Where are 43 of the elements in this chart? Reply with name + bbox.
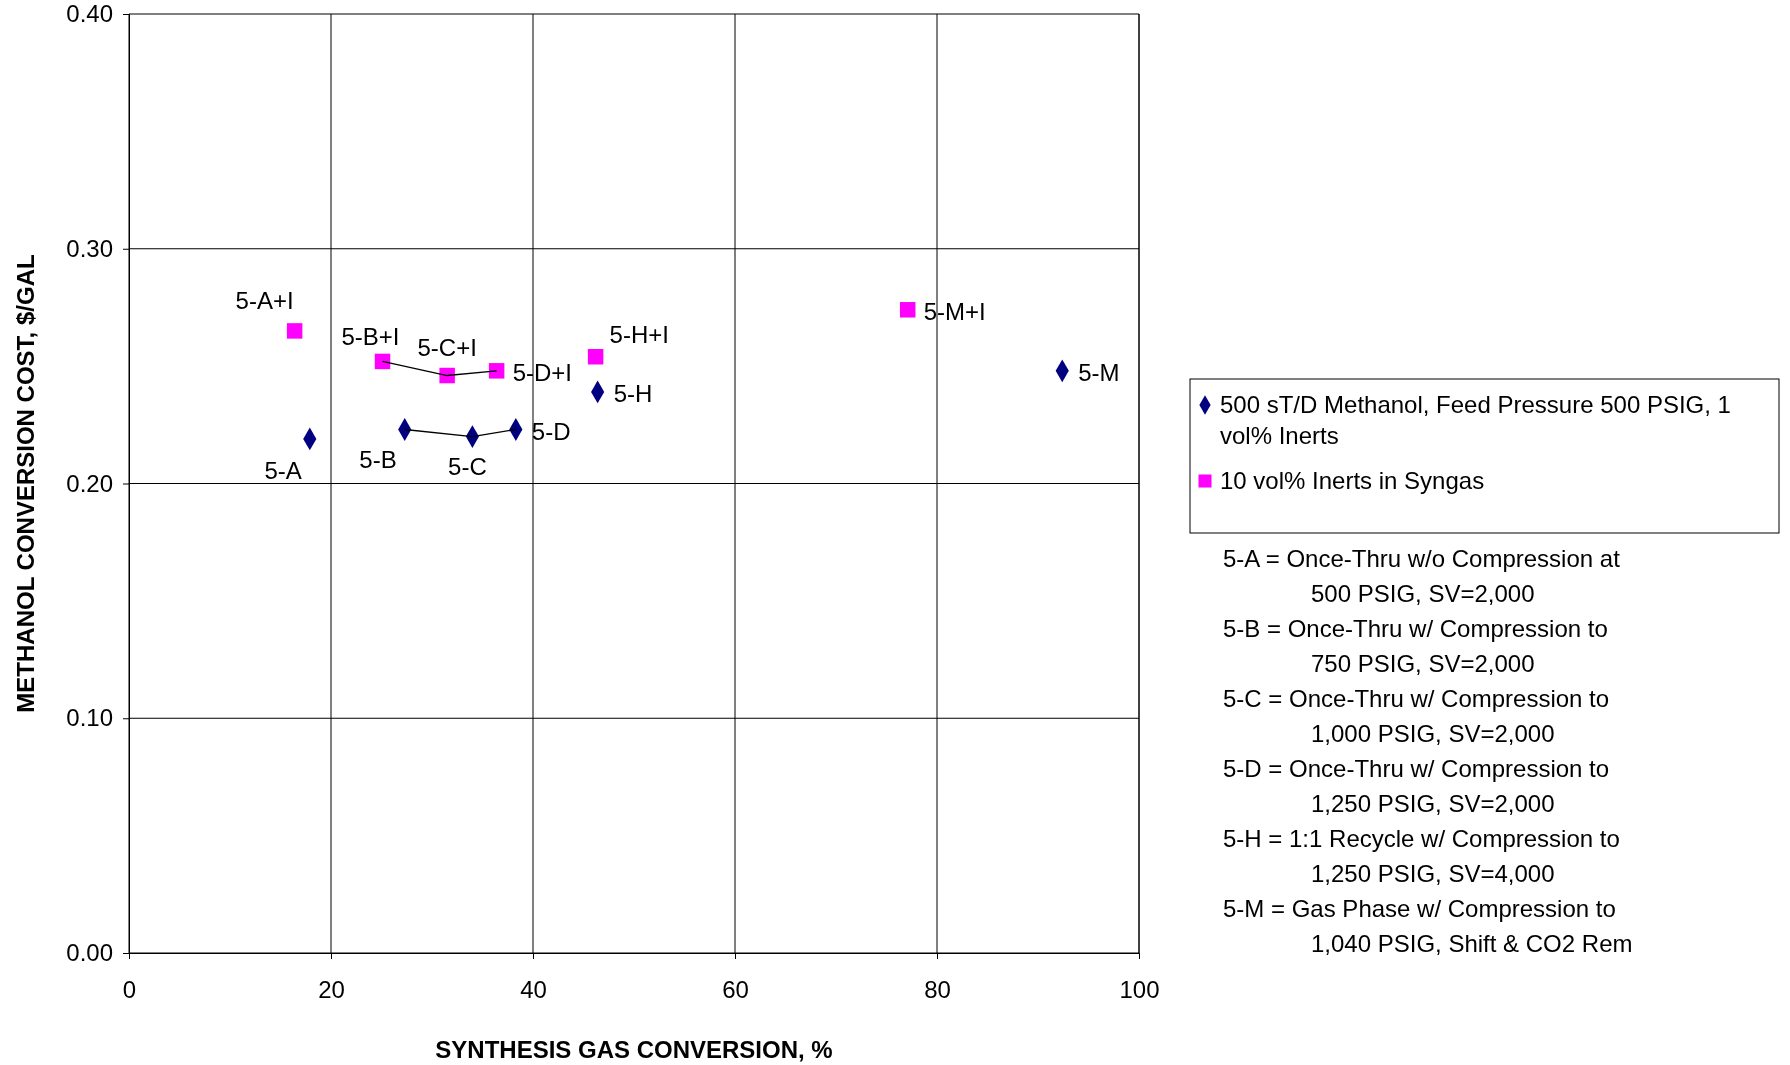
text: 1,250 PSIG, SV=4,000: [1311, 860, 1555, 887]
text: 5-D = Once-Thru w/ Compression to: [1223, 755, 1610, 782]
annotation: 5-M: [1078, 358, 1120, 386]
y-tick-label: 0.30: [66, 234, 113, 262]
annotation: 5-H+I: [609, 320, 669, 348]
x-tick-label: 80: [924, 976, 951, 1004]
text: 5-A = Once-Thru w/o Compression at: [1223, 545, 1621, 572]
x-tick-label: 40: [520, 976, 547, 1004]
x-tick-label: 100: [1119, 976, 1160, 1004]
text: 1,040 PSIG, Shift & CO2 Rem: [1311, 930, 1633, 957]
x-axis-title: SYNTHESIS GAS CONVERSION, %: [435, 1036, 833, 1063]
point: [899, 302, 916, 318]
annotation: 5-C: [448, 452, 487, 480]
point: [286, 323, 303, 339]
y-axis-title: METHANOL CONVERSION COST, $/GAL: [12, 254, 39, 713]
x-tick-label: 20: [318, 976, 345, 1004]
y-tick-label: 0.40: [66, 0, 113, 28]
text: 5-B = Once-Thru w/ Compression to: [1223, 615, 1608, 642]
annotation: 5-H: [613, 379, 653, 407]
text: 1,250 PSIG, SV=2,000: [1311, 790, 1555, 817]
annotation: 5-M+I: [923, 297, 986, 325]
text: 5-C = Once-Thru w/ Compression to: [1223, 685, 1610, 712]
y-tick-label: 0.10: [66, 704, 113, 732]
text: 750 PSIG, SV=2,000: [1311, 650, 1535, 677]
annotation: 5-D+I: [512, 358, 572, 386]
text: 5-M = Gas Phase w/ Compression to: [1223, 895, 1616, 922]
legend-label: 500 sT/D Methanol, Feed Pressure 500 PSIG, 1 vol% Inerts: [1220, 391, 1731, 449]
x-tick-label: 60: [722, 976, 749, 1004]
annotation: 5-B+I: [341, 323, 400, 351]
text: 5-H = 1:1 Recycle w/ Compression to: [1223, 825, 1620, 852]
annotation: 5-A+I: [235, 286, 294, 314]
x-tick-label: 0: [122, 976, 137, 1004]
annotation: 5-A: [264, 456, 302, 484]
y-tick-label: 0.00: [66, 939, 113, 967]
text: 1,000 PSIG, SV=2,000: [1311, 720, 1555, 747]
annotation: 5-C+I: [417, 333, 477, 361]
y-tick-label: 0.20: [66, 469, 113, 497]
point: [587, 348, 604, 365]
legend-label: 10 vol% Inerts in Syngas: [1220, 467, 1485, 494]
annotation: 5-D: [531, 417, 571, 445]
point: [488, 363, 505, 379]
text: 500 PSIG, SV=2,000: [1311, 580, 1535, 607]
annotation: 5-B: [359, 445, 397, 473]
